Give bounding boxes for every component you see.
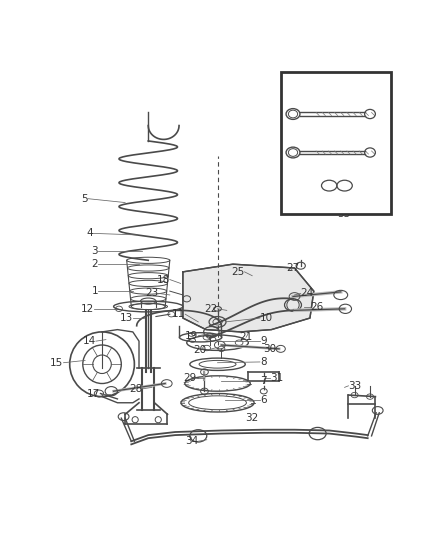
Text: 19: 19 <box>185 331 198 341</box>
Bar <box>281 71 391 214</box>
Text: 32: 32 <box>246 413 259 423</box>
Text: 12: 12 <box>81 304 94 314</box>
Text: 13: 13 <box>120 313 133 323</box>
Polygon shape <box>183 264 314 332</box>
Text: 34: 34 <box>185 436 198 446</box>
Text: 6: 6 <box>260 395 266 406</box>
Text: 28: 28 <box>129 384 142 394</box>
Text: 35: 35 <box>337 209 350 219</box>
Text: 22: 22 <box>204 304 218 314</box>
Text: 4: 4 <box>86 228 93 238</box>
Text: 21: 21 <box>240 332 253 342</box>
Text: 25: 25 <box>231 267 244 277</box>
Text: 11: 11 <box>172 309 185 319</box>
Text: 18: 18 <box>156 274 170 285</box>
Text: 9: 9 <box>260 336 266 346</box>
Text: 31: 31 <box>270 373 283 383</box>
Text: 26: 26 <box>310 302 323 311</box>
Text: 1: 1 <box>92 286 98 296</box>
Text: 7: 7 <box>260 376 266 386</box>
Text: 15: 15 <box>50 358 64 368</box>
Text: 23: 23 <box>145 288 158 298</box>
Text: 5: 5 <box>81 193 88 204</box>
Text: 20: 20 <box>193 345 206 356</box>
Text: 3: 3 <box>92 246 98 256</box>
Text: 10: 10 <box>260 313 273 323</box>
Text: 2: 2 <box>92 259 98 269</box>
Text: 33: 33 <box>349 381 362 391</box>
Text: 17: 17 <box>87 389 100 399</box>
Text: 24: 24 <box>301 288 314 298</box>
Text: 30: 30 <box>263 344 276 354</box>
Text: 8: 8 <box>260 357 266 367</box>
Text: 14: 14 <box>83 336 96 346</box>
Text: 29: 29 <box>184 373 197 383</box>
Text: 27: 27 <box>286 263 300 273</box>
